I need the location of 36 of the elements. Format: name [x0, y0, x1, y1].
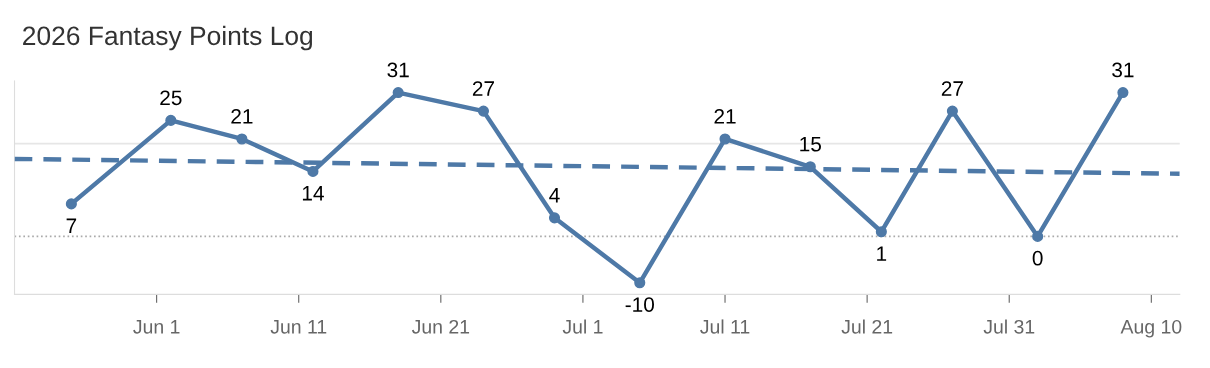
point: [307, 165, 319, 177]
point: [1117, 87, 1129, 99]
data-label: 27: [941, 81, 963, 96]
data-label: 31: [1112, 62, 1134, 78]
point: [719, 133, 731, 145]
x-tick-label: Aug 10: [1120, 319, 1182, 338]
point: [1032, 230, 1044, 242]
point: [548, 212, 561, 224]
data-label: 1: [877, 246, 887, 261]
data-label: 31: [387, 62, 409, 78]
x-tick-label: Jul 1: [562, 319, 603, 334]
data-label: -10: [625, 297, 655, 312]
point: [392, 87, 404, 99]
chart-title: 2026 Fantasy Points Log: [23, 25, 313, 51]
point: [65, 198, 77, 210]
data-label: 15: [800, 137, 821, 152]
x-tick-label: Jun 1: [133, 320, 180, 334]
data-label: 21: [231, 108, 253, 124]
data-label: 4: [549, 188, 560, 203]
point: [477, 105, 490, 117]
data-label: 14: [302, 186, 324, 201]
data-label: 27: [472, 81, 494, 96]
data-label: 25: [160, 90, 182, 106]
x-tick-label: Jul 21: [841, 319, 893, 334]
x-tick-label: Jul 11: [700, 319, 750, 334]
point: [875, 226, 887, 238]
data-label: 7: [66, 218, 77, 233]
point: [236, 133, 248, 145]
data-label: 0: [1032, 250, 1043, 266]
x-tick-label: Jul 31: [983, 319, 1035, 334]
x-tick-label: Jun 11: [270, 320, 327, 334]
point: [634, 277, 646, 289]
data-label: 21: [714, 108, 736, 124]
x-tick-label: Jun 21: [411, 319, 470, 334]
point: [946, 105, 958, 117]
point: [165, 114, 177, 126]
